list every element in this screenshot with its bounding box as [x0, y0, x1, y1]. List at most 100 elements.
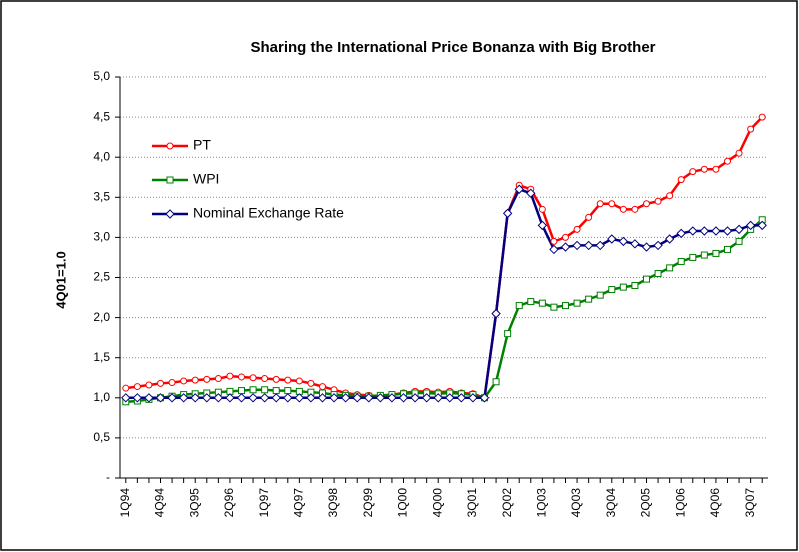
y-tick-label: 3,0	[93, 230, 110, 244]
point	[178, 393, 189, 403]
point	[735, 149, 743, 157]
point	[456, 393, 467, 403]
point	[724, 157, 731, 165]
point	[618, 236, 629, 247]
point	[537, 220, 548, 231]
point	[643, 200, 650, 208]
point	[167, 393, 177, 403]
x-tick-label: 2Q02	[500, 488, 514, 518]
y-tick-label: 1,0	[93, 390, 110, 404]
point	[202, 393, 212, 403]
point	[700, 165, 708, 173]
point	[502, 208, 513, 219]
point	[121, 393, 131, 403]
point	[261, 375, 269, 383]
point	[550, 303, 558, 311]
x-tick-label: 3Q98	[326, 488, 340, 518]
point	[375, 393, 386, 403]
point	[272, 387, 280, 395]
point	[340, 393, 351, 403]
x-tick-label: 4Q00	[430, 488, 444, 518]
point	[122, 384, 130, 392]
y-tick-label: 4,5	[93, 109, 110, 123]
point	[560, 242, 571, 252]
point	[284, 376, 292, 384]
x-tick-label: 4Q03	[569, 488, 583, 518]
point	[619, 283, 627, 291]
y-tick-label: 3,5	[93, 189, 110, 203]
point	[294, 393, 305, 403]
point	[562, 233, 569, 241]
x-tick-label: 4Q06	[708, 488, 722, 518]
x-tick-label: 2Q99	[361, 488, 375, 518]
legend-marker	[166, 176, 174, 184]
point	[248, 393, 258, 403]
point	[410, 393, 420, 403]
point	[735, 237, 743, 245]
x-tick-label: 3Q95	[187, 488, 201, 518]
point	[596, 200, 604, 208]
point	[711, 226, 721, 236]
point	[284, 387, 292, 395]
point	[492, 378, 500, 386]
point	[676, 228, 686, 239]
point	[225, 393, 235, 403]
point	[306, 393, 316, 403]
point	[654, 269, 662, 277]
point	[387, 393, 397, 403]
point	[295, 377, 303, 385]
point	[145, 381, 153, 389]
x-tick-label: 3Q04	[604, 488, 618, 518]
point	[583, 240, 594, 251]
point	[421, 393, 432, 403]
point	[666, 264, 674, 272]
point	[641, 242, 652, 252]
point	[491, 308, 501, 319]
x-tick-label: 1Q03	[535, 488, 549, 518]
y-tick-label: 5,0	[93, 69, 110, 83]
point	[549, 244, 559, 255]
point	[677, 176, 685, 184]
point	[653, 240, 663, 251]
point	[712, 165, 720, 173]
point	[214, 375, 222, 383]
point	[398, 393, 409, 403]
legend: PT WPI Nominal Exchange Rate	[152, 137, 344, 221]
y-tick-label: 4,0	[93, 149, 110, 163]
x-tick-label: 4Q94	[153, 488, 167, 518]
point	[573, 299, 581, 307]
point	[157, 379, 164, 387]
point	[271, 393, 281, 403]
point	[607, 234, 617, 244]
point	[307, 379, 315, 387]
y-tick-label: -	[106, 470, 110, 484]
point	[700, 251, 708, 259]
x-tick-label: 1Q00	[396, 488, 410, 518]
point	[283, 393, 293, 403]
point	[249, 386, 257, 394]
point	[504, 330, 512, 338]
point	[133, 383, 141, 391]
point	[468, 393, 478, 403]
legend-label: PT	[193, 137, 211, 153]
point	[132, 393, 143, 403]
point	[631, 205, 639, 213]
point	[213, 393, 224, 403]
point	[689, 253, 697, 261]
point	[654, 197, 662, 205]
point	[643, 275, 650, 283]
point	[572, 240, 582, 251]
point	[585, 213, 593, 221]
point	[203, 375, 211, 383]
x-tick-label: 1Q97	[257, 488, 271, 518]
point	[272, 375, 280, 383]
legend-label: Nominal Exchange Rate	[193, 205, 344, 221]
point	[595, 240, 605, 251]
point	[514, 184, 524, 194]
point	[238, 387, 245, 395]
y-axis-label: 4Q01=1.0	[53, 251, 68, 308]
point	[573, 225, 581, 233]
point	[479, 393, 490, 403]
